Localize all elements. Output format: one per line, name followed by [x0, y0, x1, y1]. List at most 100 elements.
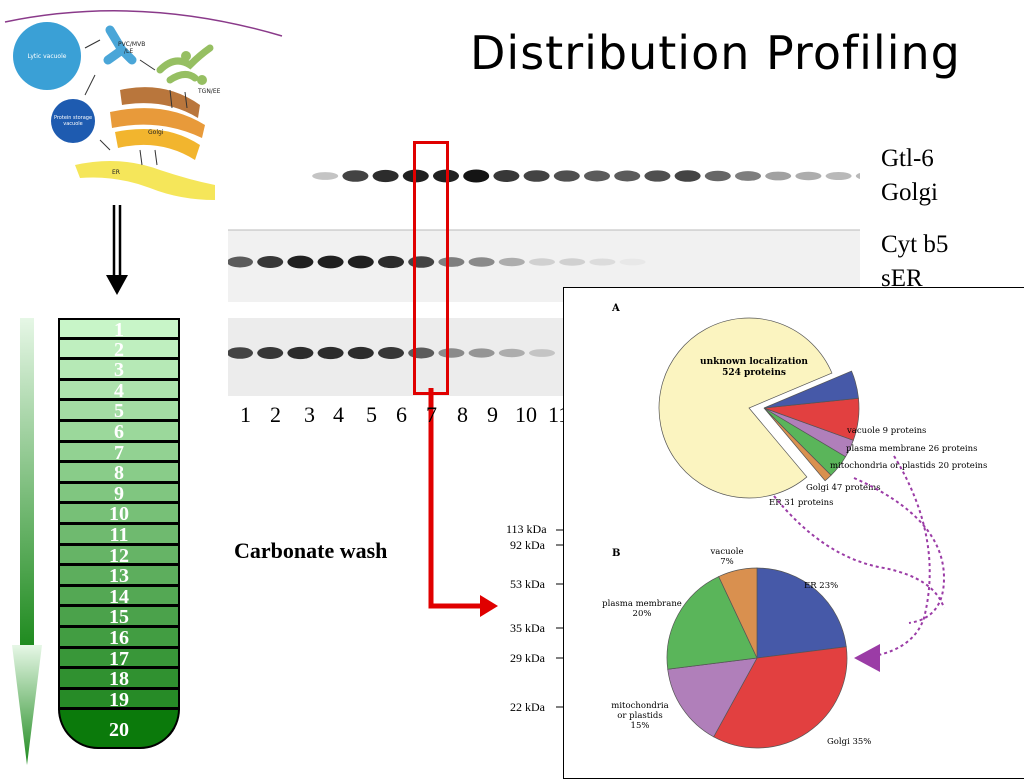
label-unknown-count: 524 proteins — [722, 368, 786, 378]
label-pie-b-vacuole: 7% — [720, 557, 734, 567]
lane-number: 2 — [270, 402, 281, 427]
fraction-6: 6 — [58, 421, 180, 442]
fraction-7: 7 — [58, 441, 180, 463]
band-row2-lane-9 — [468, 257, 495, 267]
label-pie-a-0: vacuole 9 proteins — [846, 426, 926, 436]
label-pie-a-2: mitochondria or plastids 20 proteins — [830, 461, 987, 471]
band-row1-lane-4 — [372, 169, 399, 183]
kda-marker: 53 kDa — [510, 577, 545, 591]
lane-number: 7 — [426, 402, 437, 427]
band-row1-lane-15 — [704, 170, 731, 182]
label-pie-b-vacuole: vacuole — [710, 547, 744, 557]
fraction-16: 16 — [58, 627, 180, 648]
band-row2-lane-8 — [438, 257, 465, 267]
band-row1-lane-20 — [855, 173, 860, 179]
fraction-10: 10 — [58, 503, 180, 524]
label-er: ER — [112, 169, 120, 176]
fraction-13: 13 — [58, 565, 180, 586]
label-tgn: TGN/EE — [197, 88, 221, 95]
band-row1-lane-16 — [735, 171, 761, 181]
panel-a-label: A — [611, 303, 620, 314]
lane-number: 4 — [333, 402, 344, 427]
band-row3-lane-11 — [529, 349, 555, 357]
red-pointer-arrow — [428, 388, 498, 617]
pie-slice-unknown-localization — [658, 317, 833, 499]
gradient-tube: 1 2 3 4 5 6 7 8 9 10 11 12 13 14 15 16 17 18 19 20 — [58, 318, 182, 763]
band-row1-lane-8 — [493, 170, 520, 182]
fraction-5: 5 — [58, 400, 180, 421]
label-pie-b-mito: or plastids — [617, 711, 662, 721]
band-row2-lane-5 — [347, 255, 374, 269]
fraction-18: 18 — [58, 668, 180, 689]
pie-slice-er — [756, 567, 847, 659]
band-row2-lane-4 — [317, 255, 344, 269]
tgn-shape — [156, 44, 214, 85]
golgi-cisterna-3 — [115, 128, 200, 160]
label-pie-b-mito: 15% — [631, 721, 650, 731]
golgi-cisterna-2 — [110, 108, 205, 138]
dotted-arrow-1 — [873, 455, 931, 657]
lane-number: 9 — [487, 402, 498, 427]
cell-trafficking-diagram: Lytic vacuole PVC/MVB /LE TGN/EE Protein… — [4, 10, 283, 200]
band-row2-lane-13 — [589, 258, 616, 266]
pie-slice-plasma-membrane — [666, 576, 758, 670]
carbonate-wash-label: Carbonate wash — [234, 538, 388, 563]
band-row1-lane-3 — [342, 170, 369, 182]
label-pie-a-1: plasma membrane 26 proteins — [846, 444, 978, 454]
band-row2-lane-6 — [378, 255, 404, 269]
label-psv: Protein storage — [54, 115, 92, 121]
kda-marker: 92 kDa — [510, 538, 545, 552]
band-row1-lane-7 — [463, 169, 490, 183]
label-pvc-2: /LE — [124, 48, 133, 55]
pie-slice-golgi — [713, 646, 848, 749]
marker-cytb5: Cyt b5 sER — [881, 231, 949, 292]
pie-slice-er — [763, 370, 859, 409]
band-row3-lane-9 — [468, 348, 495, 358]
band-row1-lane-9 — [523, 170, 550, 182]
band-row2-lane-1 — [228, 256, 253, 268]
fraction-4: 4 — [58, 379, 180, 401]
band-row1-lane-17 — [765, 171, 792, 181]
density-gradient-arrow — [12, 318, 42, 765]
band-row2-lane-11 — [529, 258, 555, 266]
lane-number: 8 — [457, 402, 468, 427]
endoplasmic-reticulum — [75, 161, 215, 200]
fraction-2: 2 — [58, 338, 180, 360]
label-pie-a-4: ER 31 proteins — [769, 498, 833, 508]
band-row3-lane-5 — [347, 346, 374, 360]
label-pvc: PVC/MVB — [118, 41, 145, 48]
lane-number: 10 — [515, 402, 537, 427]
band-row2-lane-10 — [498, 257, 525, 267]
band-row3-lane-2 — [257, 347, 284, 359]
kda-marker: 35 kDa — [510, 621, 545, 635]
trafficking-arrows — [84, 39, 188, 166]
dotted-arrow-head — [854, 644, 880, 672]
band-row2-lane-12 — [559, 258, 586, 266]
panel-b-label: B — [612, 548, 620, 559]
marker-gtl6: Gtl-6 Golgi — [881, 145, 938, 206]
band-row1-lane-12 — [614, 170, 641, 182]
label-pie-b-pm: plasma membrane — [602, 599, 682, 609]
label-unknown: unknown localization — [700, 357, 808, 367]
pie-slice-vacuole — [718, 567, 758, 659]
lane-number: 5 — [366, 402, 377, 427]
fraction-3: 3 — [58, 359, 180, 380]
kda-marker: 29 kDa — [510, 651, 545, 665]
pvc-shape — [103, 25, 137, 65]
band-row1-lane-13 — [644, 170, 671, 182]
band-row3-lane-3 — [287, 346, 314, 360]
fraction-9: 9 — [58, 482, 180, 504]
fraction-15: 15 — [58, 606, 180, 627]
dotted-arrow-2 — [773, 495, 945, 609]
band-row3-lane-4 — [317, 346, 344, 360]
fraction-14: 14 — [58, 585, 180, 607]
band-row1-lane-18 — [795, 171, 822, 181]
band-row2-lane-3 — [287, 255, 314, 269]
label-pie-b-mito: mitochondria — [611, 701, 668, 711]
fraction-11: 11 — [58, 524, 180, 545]
kda-marker: 22 kDa — [510, 700, 545, 714]
fraction-1: 1 — [58, 318, 180, 340]
label-golgi: Golgi — [148, 129, 164, 136]
